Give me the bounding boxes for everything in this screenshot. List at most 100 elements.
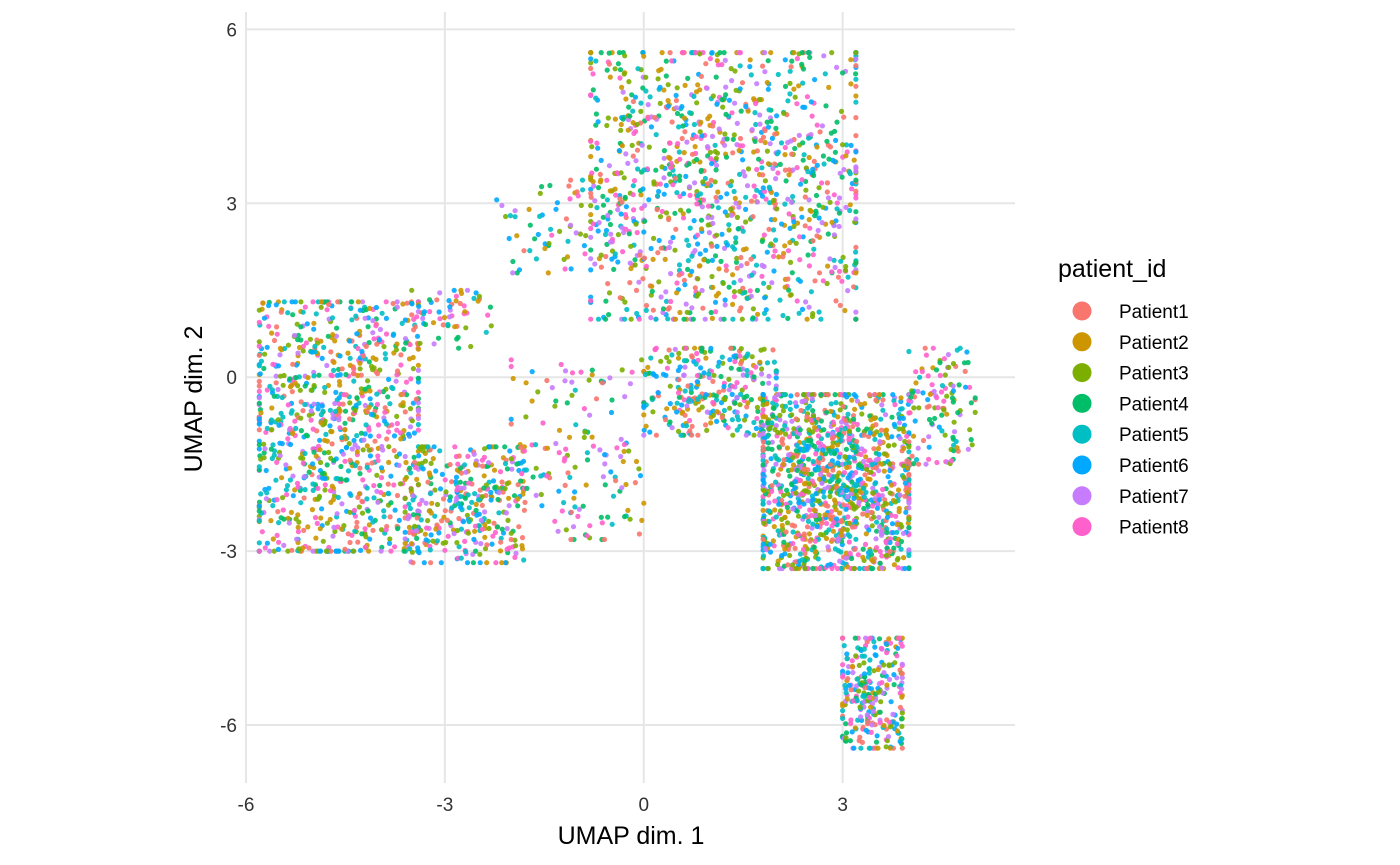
scatter-point [882, 500, 888, 506]
scatter-point [869, 557, 875, 563]
scatter-point [630, 98, 637, 105]
scatter-point [658, 245, 664, 251]
scatter-point [462, 538, 468, 545]
scatter-point [285, 515, 291, 521]
scatter-point [468, 343, 474, 350]
scatter-point [336, 417, 342, 423]
scatter-point [278, 410, 284, 416]
x-tick-label: 0 [638, 795, 649, 816]
scatter-point [895, 565, 901, 571]
scatter-point [906, 449, 912, 455]
scatter-point [718, 258, 724, 264]
scatter-point [587, 412, 593, 418]
scatter-point [605, 212, 611, 219]
scatter-point [854, 444, 860, 450]
scatter-point [311, 401, 317, 407]
scatter-point [621, 448, 627, 454]
scatter-point [468, 476, 474, 482]
scatter-point [789, 151, 795, 157]
scatter-point [750, 315, 756, 321]
scatter-point [412, 459, 418, 465]
scatter-point [760, 380, 766, 386]
scatter-point [765, 124, 772, 130]
scatter-point [934, 459, 940, 466]
scatter-point [684, 237, 690, 243]
scatter-point [389, 384, 395, 391]
scatter-point [747, 288, 753, 294]
scatter-point [772, 217, 778, 223]
scatter-point [853, 316, 859, 322]
scatter-point [708, 309, 714, 316]
scatter-point [385, 481, 391, 487]
scatter-point [843, 555, 850, 561]
scatter-point [420, 448, 426, 454]
scatter-point [740, 169, 747, 175]
scatter-point [782, 514, 788, 520]
scatter-point [793, 240, 799, 246]
scatter-point [705, 215, 711, 221]
scatter-point [589, 372, 595, 378]
scatter-point [339, 526, 345, 532]
scatter-point [347, 355, 353, 361]
scatter-point [630, 120, 636, 126]
scatter-point [770, 468, 776, 474]
scatter-point [906, 495, 912, 501]
scatter-point [816, 185, 822, 191]
scatter-point [349, 317, 355, 323]
scatter-point [473, 507, 479, 513]
scatter-point [403, 340, 409, 346]
scatter-point [490, 533, 496, 539]
scatter-point [773, 125, 779, 131]
scatter-point [655, 250, 661, 256]
scatter-point [734, 265, 740, 271]
scatter-point [765, 58, 771, 64]
scatter-point [727, 405, 733, 411]
scatter-point [729, 391, 735, 397]
scatter-point [279, 441, 285, 447]
scatter-point [714, 243, 720, 249]
scatter-point [356, 504, 362, 510]
scatter-point [759, 262, 765, 268]
scatter-point [535, 231, 541, 238]
scatter-point [538, 473, 544, 479]
scatter-point [689, 268, 695, 274]
scatter-point [682, 129, 688, 135]
scatter-point [835, 442, 841, 448]
scatter-point [399, 320, 405, 326]
scatter-point [440, 322, 446, 328]
scatter-point [363, 534, 369, 540]
scatter-point [684, 309, 690, 315]
scatter-point [537, 190, 543, 196]
scatter-point [797, 551, 804, 557]
scatter-point [867, 430, 873, 436]
scatter-point [472, 528, 478, 534]
scatter-point [589, 170, 595, 176]
scatter-point [766, 284, 772, 290]
scatter-point [809, 392, 815, 398]
scatter-point [621, 441, 628, 448]
scatter-point [719, 414, 725, 420]
scatter-point [626, 104, 632, 110]
scatter-point [773, 479, 779, 485]
scatter-point [263, 496, 269, 502]
scatter-point [643, 263, 650, 269]
scatter-point [352, 528, 358, 534]
scatter-point [609, 397, 615, 403]
scatter-point [398, 352, 404, 358]
scatter-point [807, 538, 813, 544]
scatter-point [371, 483, 377, 489]
scatter-point [760, 447, 766, 453]
scatter-point [757, 112, 763, 118]
scatter-point [715, 189, 721, 195]
scatter-point [580, 187, 586, 193]
scatter-point [340, 401, 346, 407]
scatter-point [904, 489, 910, 495]
scatter-point [365, 324, 371, 330]
scatter-point [744, 367, 750, 374]
scatter-point [760, 565, 766, 572]
scatter-point [909, 390, 916, 396]
scatter-point [709, 161, 715, 167]
scatter-point [884, 682, 890, 688]
scatter-point [714, 101, 720, 107]
scatter-point [709, 257, 716, 263]
